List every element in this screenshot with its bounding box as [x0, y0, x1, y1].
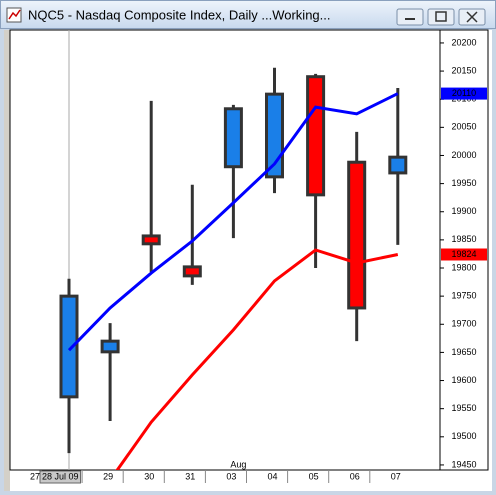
y-tick-label: 19600: [451, 375, 476, 385]
x-month-label: Aug: [230, 459, 246, 469]
minimize-button[interactable]: [396, 8, 424, 26]
y-tick-label: 19850: [451, 234, 476, 244]
y-tick-label: 19900: [451, 206, 476, 216]
candle-body: [182, 265, 202, 278]
x-label-highlight: [39, 470, 82, 484]
value-tag: [441, 248, 487, 261]
value-tag: [441, 87, 487, 100]
y-tick-label: 19550: [451, 403, 476, 413]
window-icon-glyph: [8, 9, 21, 20]
y-tick-label: 19700: [451, 319, 476, 329]
maximize-glyph: [435, 11, 447, 22]
x-left-label: 27: [30, 471, 40, 481]
ma-line: [67, 92, 399, 352]
close-glyph: [466, 11, 478, 23]
y-tick-label: 19500: [451, 431, 476, 441]
candle-body: [306, 75, 326, 197]
value-tag-label: 19824: [451, 249, 476, 259]
candle-body: [59, 294, 79, 399]
window-buttons: [396, 8, 486, 26]
candle-body: [141, 234, 161, 246]
x-tick-label: 31: [185, 471, 195, 481]
x-tick-label: 28 Jul 09: [42, 471, 79, 481]
plot-area: [9, 29, 441, 471]
y-tick-label: 20000: [451, 150, 476, 160]
plot-layer: [59, 67, 408, 470]
y-tick-label: 19950: [451, 178, 476, 188]
y-tick-label: 20200: [451, 37, 476, 47]
x-tick-label: 05: [309, 471, 319, 481]
y-tick-label: 19650: [451, 347, 476, 357]
x-tick-label: 07: [391, 471, 401, 481]
candle-body: [347, 160, 367, 310]
y-tick-label: 20050: [451, 122, 476, 132]
window-title: NQC5 - Nasdaq Composite Index, Daily ...…: [28, 7, 331, 22]
x-tick-label: 30: [144, 471, 154, 481]
x-tick-label: 06: [350, 471, 360, 481]
y-tick-label: 19750: [451, 291, 476, 301]
y-tick-label: 20150: [451, 65, 476, 75]
x-tick-label: 29: [103, 471, 113, 481]
y-tick-label: 19450: [451, 459, 476, 469]
left-margin: [4, 30, 10, 491]
value-tag-label: 20110: [452, 88, 476, 98]
maximize-button[interactable]: [427, 8, 455, 26]
candle-body: [223, 107, 243, 169]
candle-body: [388, 155, 408, 175]
y-tick-label: 19800: [451, 262, 476, 272]
ma-line: [115, 248, 399, 470]
x-tick-label: 03: [226, 471, 236, 481]
candle-body: [100, 339, 120, 354]
x-tick-label: 04: [268, 471, 278, 481]
